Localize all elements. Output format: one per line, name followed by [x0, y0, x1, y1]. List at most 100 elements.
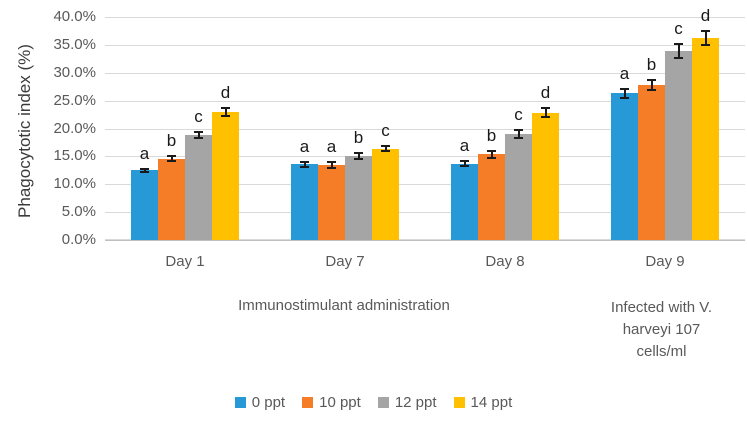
error-bar-line	[677, 42, 680, 60]
y-tick-label: 35.0%	[53, 35, 96, 53]
error-bar-cap-top	[221, 106, 230, 109]
error-bar-cap-bottom	[381, 150, 390, 153]
gridline	[105, 212, 745, 214]
error-bar	[300, 160, 309, 168]
significance-letter: b	[646, 55, 657, 75]
significance-letter: b	[353, 127, 364, 147]
legend-label: 0 ppt	[251, 394, 286, 411]
error-bar-line	[490, 149, 493, 159]
error-bar-cap-top	[300, 160, 309, 163]
significance-letter: c	[514, 105, 523, 125]
error-bar	[674, 42, 683, 60]
bar-14ppt-Day1	[212, 111, 239, 240]
annotation-line: cells/ml	[636, 343, 687, 360]
y-tick-label: 25.0%	[53, 91, 96, 109]
error-bar-line	[357, 151, 360, 160]
error-bar-cap-bottom	[300, 165, 309, 168]
error-bar-line	[170, 155, 173, 162]
legend-label: 10 ppt	[319, 394, 361, 411]
error-bar-cap-bottom	[460, 164, 469, 167]
significance-letter: a	[299, 136, 310, 156]
error-bar-line	[623, 87, 626, 99]
y-tick-label: 0.0%	[61, 231, 96, 248]
bar-14ppt-Day7	[372, 148, 399, 240]
bar-0ppt-Day8	[451, 163, 478, 240]
error-bar-cap-bottom	[487, 156, 496, 159]
significance-letter: a	[139, 143, 150, 163]
x-category-label: Day 7	[325, 253, 365, 270]
error-bar-line	[330, 161, 333, 170]
significance-letter: d	[220, 82, 231, 102]
group-annotation-infected: Infected with V. harveyi 107 cells/ml	[583, 297, 740, 363]
bar-14ppt-Day8	[532, 112, 559, 240]
gridline	[105, 17, 745, 18]
legend-swatch	[377, 397, 389, 408]
error-bar-line	[303, 160, 306, 168]
error-bar-cap-bottom	[701, 44, 710, 46]
error-bar	[701, 30, 710, 46]
legend-label: 12 ppt	[394, 394, 437, 411]
x-category-label: Day 1	[165, 253, 205, 270]
gridline	[105, 128, 745, 130]
bar-12ppt-Day9	[665, 51, 692, 240]
significance-letter: d	[700, 6, 711, 26]
error-bar	[381, 144, 390, 153]
error-bar-cap-bottom	[354, 157, 363, 160]
error-bar-cap-bottom	[140, 171, 149, 174]
error-bar-line	[384, 144, 387, 153]
error-bar-cap-top	[647, 79, 656, 82]
legend-item-0ppt: 0 ppt	[234, 394, 286, 411]
error-bar-line	[197, 131, 200, 140]
bar-10ppt-Day1	[158, 158, 185, 240]
significance-letter: a	[326, 137, 337, 157]
bar-10ppt-Day8	[478, 154, 505, 240]
error-bar-cap-bottom	[194, 137, 203, 140]
bar-12ppt-Day7	[345, 155, 372, 240]
group-annotation-immunostimulant: Immunostimulant administration	[238, 297, 450, 314]
error-bar-cap-top	[620, 87, 629, 90]
legend-item-14ppt: 14 ppt	[453, 394, 513, 411]
legend-item-12ppt: 12 ppt	[377, 394, 437, 411]
error-bar-cap-top	[327, 161, 336, 164]
y-tick-label: 30.0%	[53, 63, 96, 81]
legend-swatch	[234, 397, 246, 408]
significance-letter: a	[459, 136, 470, 156]
legend-label: 14 ppt	[470, 394, 513, 411]
error-bar-cap-bottom	[647, 88, 656, 91]
error-bar-line	[463, 160, 466, 167]
error-bar-cap-bottom	[221, 114, 230, 117]
bar-0ppt-Day7	[291, 164, 318, 240]
error-bar-cap-bottom	[620, 96, 629, 99]
significance-letter: c	[381, 120, 390, 140]
error-bar	[354, 151, 363, 160]
error-bar	[620, 87, 629, 99]
bar-12ppt-Day8	[505, 134, 532, 240]
error-bar	[194, 131, 203, 140]
error-bar	[140, 167, 149, 174]
significance-letter: b	[486, 125, 497, 145]
y-tick-label: 15.0%	[53, 147, 96, 165]
error-bar	[541, 107, 550, 119]
gridline	[105, 100, 745, 102]
error-bar-line	[650, 79, 653, 91]
legend-swatch	[453, 397, 465, 408]
error-bar-cap-top	[140, 167, 149, 170]
error-bar-line	[143, 167, 146, 174]
significance-letter: b	[166, 131, 177, 151]
error-bar-cap-top	[381, 144, 390, 147]
error-bar-line	[224, 106, 227, 117]
annotation-line: Infected with V.	[610, 299, 713, 316]
error-bar-cap-top	[354, 151, 363, 154]
legend-swatch	[302, 397, 314, 408]
error-bar	[460, 160, 469, 167]
significance-letter: c	[674, 18, 683, 38]
error-bar-cap-top	[514, 129, 523, 132]
y-tick-label: 10.0%	[53, 175, 96, 193]
x-category-label: Day 8	[485, 253, 525, 270]
error-bar-cap-bottom	[327, 167, 336, 170]
y-tick-label: 40.0%	[53, 8, 96, 25]
y-tick-label: 5.0%	[61, 203, 96, 221]
annotation-line: harveyi 107	[622, 321, 701, 338]
y-tick-label: 20.0%	[53, 119, 96, 137]
error-bar	[221, 106, 230, 117]
